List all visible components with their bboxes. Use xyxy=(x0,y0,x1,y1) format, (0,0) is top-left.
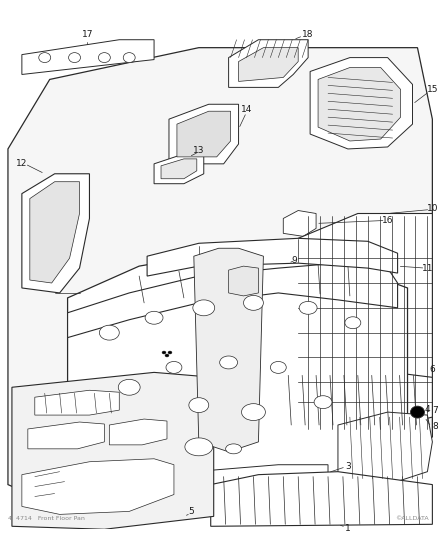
Ellipse shape xyxy=(166,361,181,374)
Ellipse shape xyxy=(145,311,162,324)
Polygon shape xyxy=(238,47,297,82)
Text: 4: 4 xyxy=(424,405,429,414)
Ellipse shape xyxy=(299,301,316,314)
Text: 15: 15 xyxy=(426,85,437,94)
Ellipse shape xyxy=(243,295,263,310)
Polygon shape xyxy=(283,211,315,236)
Polygon shape xyxy=(337,412,431,484)
Text: 3: 3 xyxy=(344,462,350,471)
Ellipse shape xyxy=(118,379,140,395)
Polygon shape xyxy=(147,238,397,276)
Polygon shape xyxy=(67,253,406,489)
Text: 12: 12 xyxy=(16,159,28,168)
Ellipse shape xyxy=(225,444,241,454)
Polygon shape xyxy=(278,373,431,427)
Polygon shape xyxy=(35,390,119,415)
Text: 7: 7 xyxy=(431,406,437,415)
Text: 9: 9 xyxy=(291,256,297,265)
Ellipse shape xyxy=(99,325,119,340)
Text: 4  4714   Front Floor Pan: 4 4714 Front Floor Pan xyxy=(8,516,85,521)
Polygon shape xyxy=(28,422,104,449)
Polygon shape xyxy=(318,68,399,141)
Polygon shape xyxy=(22,40,154,75)
Polygon shape xyxy=(210,472,431,526)
Ellipse shape xyxy=(168,351,172,354)
Ellipse shape xyxy=(410,406,424,418)
Text: 16: 16 xyxy=(381,216,392,225)
Ellipse shape xyxy=(188,398,208,413)
Text: 18: 18 xyxy=(302,30,313,39)
Text: 13: 13 xyxy=(193,147,204,156)
Polygon shape xyxy=(154,154,203,184)
Text: 8: 8 xyxy=(431,423,437,432)
Text: ©ALLDATA: ©ALLDATA xyxy=(394,516,427,521)
Polygon shape xyxy=(194,465,327,484)
Polygon shape xyxy=(161,159,196,179)
Ellipse shape xyxy=(162,351,166,354)
Text: 6: 6 xyxy=(428,365,434,374)
Polygon shape xyxy=(22,174,89,293)
Polygon shape xyxy=(8,47,431,516)
Polygon shape xyxy=(177,111,230,157)
Polygon shape xyxy=(109,419,166,445)
Ellipse shape xyxy=(123,53,135,62)
Text: 11: 11 xyxy=(420,264,432,272)
Polygon shape xyxy=(30,182,79,283)
Text: 10: 10 xyxy=(426,204,437,213)
Text: 14: 14 xyxy=(240,104,251,114)
Polygon shape xyxy=(297,214,431,437)
Ellipse shape xyxy=(165,354,169,357)
Ellipse shape xyxy=(270,361,286,374)
Polygon shape xyxy=(194,248,263,452)
Text: 1: 1 xyxy=(344,524,350,533)
Ellipse shape xyxy=(241,403,265,421)
Ellipse shape xyxy=(344,317,360,329)
Ellipse shape xyxy=(192,300,214,316)
Polygon shape xyxy=(228,266,258,296)
Polygon shape xyxy=(22,459,173,514)
Polygon shape xyxy=(228,40,307,87)
Ellipse shape xyxy=(98,53,110,62)
Ellipse shape xyxy=(68,53,80,62)
Polygon shape xyxy=(169,104,238,164)
Ellipse shape xyxy=(39,53,50,62)
Ellipse shape xyxy=(313,395,331,409)
Text: 5: 5 xyxy=(187,507,193,516)
Polygon shape xyxy=(12,373,213,529)
Polygon shape xyxy=(309,58,412,149)
Ellipse shape xyxy=(184,438,212,456)
Text: 17: 17 xyxy=(81,30,93,39)
Ellipse shape xyxy=(219,356,237,369)
Polygon shape xyxy=(67,263,397,337)
